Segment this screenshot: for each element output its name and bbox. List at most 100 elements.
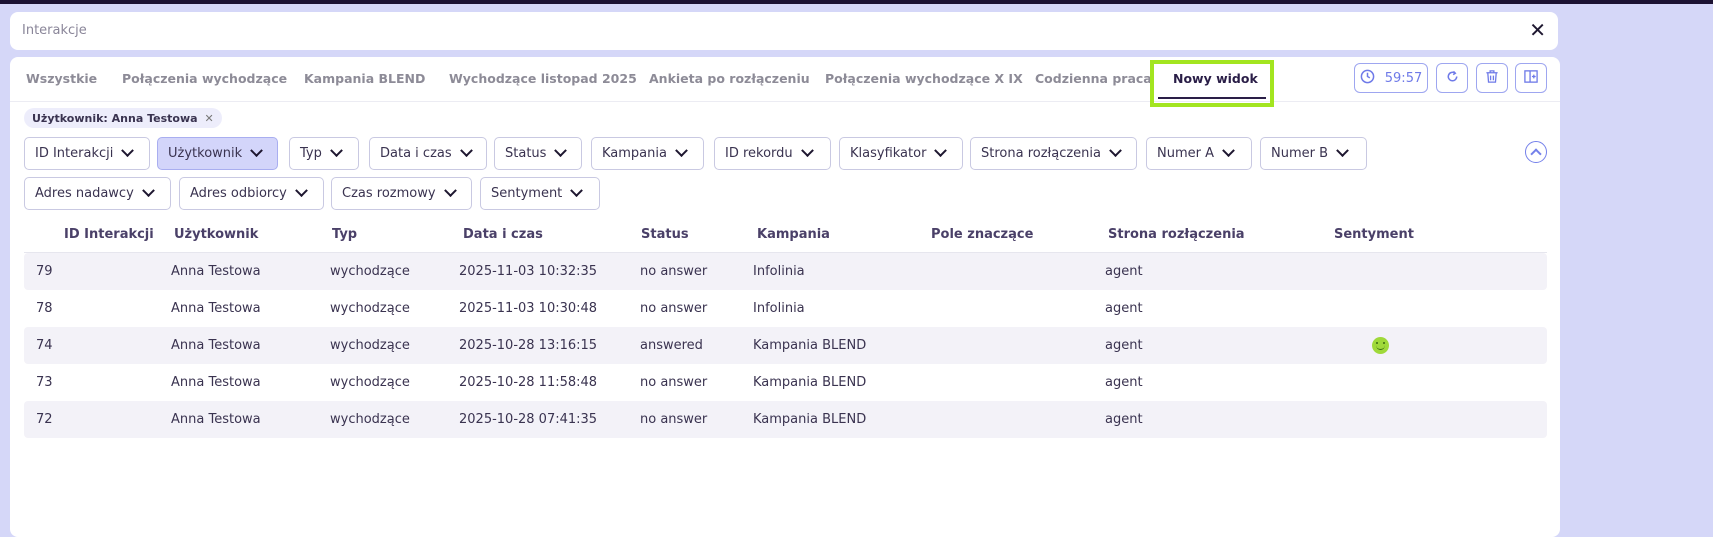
column-header[interactable]: Status [641,227,689,242]
column-header[interactable]: Strona rozłączenia [1108,227,1245,242]
remove-filter-icon[interactable]: ✕ [204,111,214,125]
table-cell: 79 [36,264,53,279]
table-cell: 73 [36,375,53,390]
table-cell: Kampania BLEND [753,338,867,353]
chip-label: Użytkownik: Anna Testowa [32,111,198,125]
filter-sentyment[interactable]: Sentyment [480,177,600,210]
chevron-down-icon [934,144,948,158]
table-cell: no answer [640,412,708,427]
table-row[interactable]: 78 Anna Testowa wychodzące 2025-11-03 10:30… [24,290,1547,327]
filter-id-interakcji[interactable]: ID Interakcji [24,137,150,170]
tab-polaczenia-wychodzace[interactable]: Połączenia wychodzące [122,71,288,86]
filter-label: Typ [300,146,322,161]
filter-adres-odbiorcy[interactable]: Adres odbiorcy [179,177,324,210]
filter-typ[interactable]: Typ [289,137,359,170]
chevron-down-icon [1222,144,1235,158]
filter-kampania[interactable]: Kampania [591,137,704,170]
table-row[interactable]: 79 Anna Testowa wychodzące 2025-11-03 10:32… [24,253,1547,290]
table-cell: wychodzące [330,264,410,279]
window-header: Interakcje ✕ [10,12,1558,50]
window-title: Interakcje [22,23,87,38]
column-header[interactable]: Kampania [757,227,830,242]
collapse-filters-chevron-up-icon[interactable] [1525,141,1547,163]
filter-label: Data i czas [380,146,452,161]
filter-status[interactable]: Status [494,137,582,170]
tab-polaczenia-x-ix[interactable]: Połączenia wychodzące X IX [825,71,1023,86]
chevron-down-icon [459,144,473,158]
filter-data-i-czas[interactable]: Data i czas [369,137,487,170]
column-header[interactable]: Typ [332,227,358,242]
filter-label: Status [505,146,547,161]
active-filter-chip: Użytkownik: Anna Testowa ✕ [24,108,222,128]
table-cell: agent [1105,301,1143,316]
filter-uzytkownik[interactable]: Użytkownik [157,137,278,170]
chevron-down-icon [570,184,584,198]
tab-kampania-blend[interactable]: Kampania BLEND [304,71,426,86]
tab-nowy-widok[interactable]: Nowy widok [1173,71,1258,86]
chevron-down-icon [141,184,155,198]
chevron-down-icon [443,184,457,198]
column-header[interactable]: Pole znaczące [931,227,1034,242]
filter-label: ID Interakcji [35,146,114,161]
filter-label: Numer B [1271,146,1329,161]
table-cell: Anna Testowa [171,338,261,353]
divider [24,252,1547,253]
chevron-down-icon [800,144,814,158]
table-cell: no answer [640,375,708,390]
filter-strona-rozlaczenia[interactable]: Strona rozłączenia [970,137,1137,170]
table-cell: Kampania BLEND [753,375,867,390]
tab-wszystkie[interactable]: Wszystkie [26,71,98,86]
table-cell: 2025-10-28 07:41:35 [459,412,598,427]
delete-button[interactable] [1476,63,1508,93]
chevron-down-icon [330,144,343,158]
clock-icon [1360,69,1375,88]
close-icon[interactable]: ✕ [1529,18,1546,42]
column-header[interactable]: Użytkownik [174,227,259,242]
session-timer-button[interactable]: 59:57 [1354,63,1428,93]
table-cell: agent [1105,338,1143,353]
column-header[interactable]: Data i czas [463,227,543,242]
column-header[interactable]: ID Interakcji [64,227,154,242]
table-cell: 2025-11-03 10:30:48 [459,301,598,316]
table-cell: 78 [36,301,53,316]
top-strip [0,0,1713,4]
tab-ankieta[interactable]: Ankieta po rozłączeniu [649,71,810,86]
filter-numer-b[interactable]: Numer B [1260,137,1367,170]
table-cell: Infolinia [753,301,805,316]
table-cell: 2025-10-28 11:58:48 [459,375,598,390]
filter-label: Adres odbiorcy [190,186,287,201]
table-cell: Anna Testowa [171,264,261,279]
filter-adres-nadawcy[interactable]: Adres nadawcy [24,177,171,210]
add-column-button[interactable] [1515,63,1547,93]
column-header[interactable]: Sentyment [1334,227,1414,242]
table-cell: Anna Testowa [171,301,261,316]
table-cell: agent [1105,264,1143,279]
tab-codzienna-praca[interactable]: Codzienna praca [1035,71,1152,86]
filter-id-rekordu[interactable]: ID rekordu [714,137,831,170]
table-cell: Kampania BLEND [753,412,867,427]
refresh-icon [1445,69,1460,88]
table-cell: wychodzące [330,375,410,390]
filter-label: Numer A [1157,146,1214,161]
filter-czas-rozmowy[interactable]: Czas rozmowy [331,177,472,210]
table-cell: Anna Testowa [171,412,261,427]
filter-numer-a[interactable]: Numer A [1146,137,1252,170]
table-cell: no answer [640,301,708,316]
table-row[interactable]: 72 Anna Testowa wychodzące 2025-10-28 07:41… [24,401,1547,438]
trash-icon [1485,69,1499,88]
refresh-button[interactable] [1436,63,1468,93]
table-cell: 74 [36,338,53,353]
filter-klasyfikator[interactable]: Klasyfikator [839,137,963,170]
table-row[interactable]: 73 Anna Testowa wychodzące 2025-10-28 11:58… [24,364,1547,401]
table-cell: agent [1105,375,1143,390]
column-add-icon [1523,69,1539,88]
tab-wychodzace-listopad[interactable]: Wychodzące listopad 2025 [449,71,637,86]
table-cell: agent [1105,412,1143,427]
table-cell: Anna Testowa [171,375,261,390]
chevron-down-icon [554,144,568,158]
table-cell: wychodzące [330,338,410,353]
table-row[interactable]: 74 Anna Testowa wychodzące 2025-10-28 13:16… [24,327,1547,364]
filter-label: Klasyfikator [850,146,927,161]
chevron-down-icon [1336,144,1349,158]
table-cell: 2025-11-03 10:32:35 [459,264,598,279]
